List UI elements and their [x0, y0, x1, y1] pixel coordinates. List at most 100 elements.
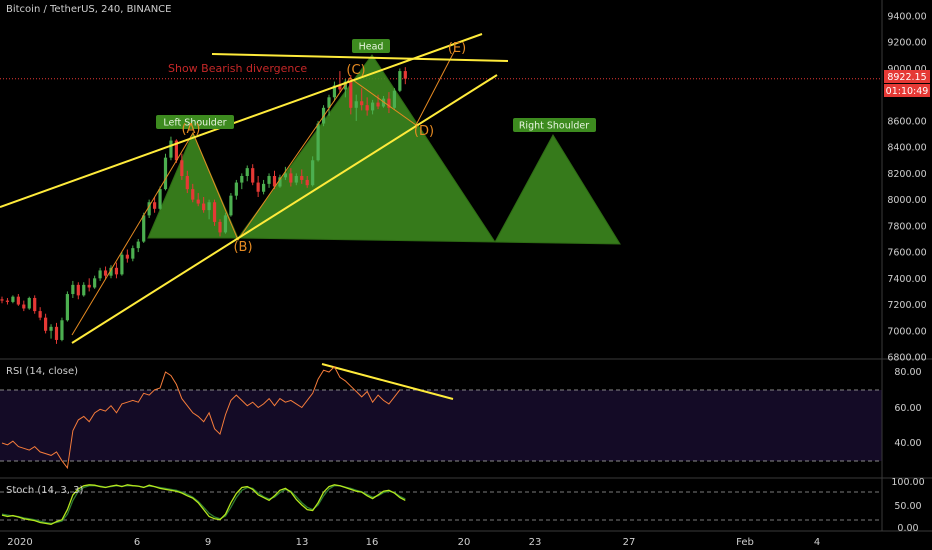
candle-body[interactable]: [311, 160, 315, 186]
last-price-badge: [884, 70, 930, 83]
candle-body[interactable]: [71, 284, 75, 295]
candle-body[interactable]: [109, 267, 113, 276]
head-label: Head: [359, 42, 384, 53]
candle-body[interactable]: [381, 98, 386, 107]
candle-body[interactable]: [60, 320, 64, 340]
time-tick: 16: [366, 537, 379, 548]
candle-body[interactable]: [98, 270, 102, 279]
candle-body[interactable]: [147, 202, 151, 216]
rsi-title[interactable]: RSI (14, close): [6, 366, 79, 377]
candle-body[interactable]: [338, 85, 342, 90]
candle-body[interactable]: [316, 123, 320, 161]
candle-body[interactable]: [44, 317, 48, 331]
candle-body[interactable]: [120, 254, 124, 275]
elliott-wave-path[interactable]: [71, 49, 456, 336]
candle-body[interactable]: [365, 105, 369, 111]
lower-trendline[interactable]: [71, 74, 498, 344]
candle-body[interactable]: [93, 278, 97, 288]
candle-body[interactable]: [191, 189, 195, 200]
candle-body[interactable]: [33, 297, 37, 312]
candle-body[interactable]: [131, 248, 135, 259]
candle-body[interactable]: [234, 182, 238, 196]
candle-body[interactable]: [16, 296, 20, 305]
candle-body[interactable]: [392, 90, 396, 108]
candle-body[interactable]: [125, 254, 129, 259]
candle-body[interactable]: [11, 296, 15, 302]
candle-body[interactable]: [103, 270, 108, 276]
candle-body[interactable]: [76, 284, 80, 296]
resistance-line[interactable]: [211, 53, 509, 62]
candle-body[interactable]: [65, 294, 69, 321]
candle-body[interactable]: [245, 168, 249, 177]
price-axis[interactable]: 9400.00 9200.00 9000.00 8600.00 8400.00 8200.…: [887, 12, 926, 364]
candle-body[interactable]: [229, 195, 233, 216]
candle-body[interactable]: [158, 189, 162, 209]
candle-body[interactable]: [371, 102, 375, 111]
candle-body[interactable]: [142, 215, 146, 242]
candle-body[interactable]: [387, 98, 391, 108]
candle-body[interactable]: [294, 176, 298, 183]
price-tick: 8600.00: [887, 116, 926, 127]
candle-body[interactable]: [262, 183, 266, 192]
candle-body[interactable]: [272, 176, 277, 187]
candle-body[interactable]: [0, 299, 4, 301]
candle-body[interactable]: [300, 176, 304, 180]
candle-body[interactable]: [403, 71, 407, 79]
candle-body[interactable]: [398, 71, 402, 91]
candle-body[interactable]: [376, 102, 380, 107]
candle-body[interactable]: [354, 101, 358, 108]
candle-body[interactable]: [49, 326, 53, 331]
head-triangle[interactable]: [237, 54, 496, 243]
candle-body[interactable]: [251, 168, 255, 183]
candle-body[interactable]: [212, 202, 217, 222]
candle-body[interactable]: [196, 199, 200, 204]
candle-body[interactable]: [153, 202, 157, 209]
point-e-label: (E): [448, 41, 466, 56]
upper-trendline[interactable]: [0, 33, 483, 208]
price-tick: 7000.00: [887, 326, 926, 337]
candle-body[interactable]: [207, 202, 211, 211]
candle-body[interactable]: [305, 179, 309, 186]
time-tick: 13: [296, 537, 309, 548]
candle-body[interactable]: [360, 101, 364, 106]
time-axis[interactable]: 2020 6 9 13 16 20 23 27 Feb 4: [7, 537, 820, 548]
candle-body[interactable]: [82, 284, 86, 296]
stoch-title[interactable]: Stoch (14, 3, 3): [6, 485, 84, 496]
candle-body[interactable]: [327, 97, 331, 108]
candle-body[interactable]: [278, 177, 282, 187]
stoch-tick: 50.00: [894, 501, 921, 512]
candle-body[interactable]: [54, 326, 59, 340]
price-tick: 8200.00: [887, 169, 926, 180]
symbol-title[interactable]: Bitcoin / TetherUS, 240, BINANCE: [6, 4, 172, 15]
candle-body[interactable]: [256, 182, 260, 192]
candle-body[interactable]: [5, 300, 10, 302]
rsi-line[interactable]: [1, 365, 401, 470]
candle-body[interactable]: [22, 304, 26, 309]
candle-body[interactable]: [267, 176, 271, 184]
stoch-k-line[interactable]: [1, 484, 406, 525]
candle-body[interactable]: [332, 85, 337, 98]
rsi-divergence-line[interactable]: [321, 363, 454, 400]
candle-body[interactable]: [218, 221, 222, 233]
candle-body[interactable]: [283, 173, 287, 178]
candle-body[interactable]: [174, 140, 178, 161]
candle-body[interactable]: [240, 176, 244, 183]
candle-body[interactable]: [114, 267, 119, 275]
candle-body[interactable]: [38, 311, 42, 318]
candle-body[interactable]: [136, 241, 140, 249]
candle-body[interactable]: [223, 215, 228, 233]
right-shoulder-triangle[interactable]: [494, 134, 621, 245]
candle-body[interactable]: [27, 297, 31, 309]
price-tick: 9400.00: [887, 12, 926, 23]
candle-body[interactable]: [289, 173, 293, 183]
candle-body[interactable]: [163, 157, 168, 190]
candle-body[interactable]: [180, 160, 184, 177]
candle-body[interactable]: [349, 81, 353, 108]
time-tick: 6: [134, 537, 140, 548]
candle-body[interactable]: [185, 176, 189, 190]
candle-body[interactable]: [202, 203, 206, 211]
candle-body[interactable]: [169, 140, 173, 158]
candlestick-series[interactable]: [0, 67, 407, 344]
candle-body[interactable]: [87, 284, 91, 288]
